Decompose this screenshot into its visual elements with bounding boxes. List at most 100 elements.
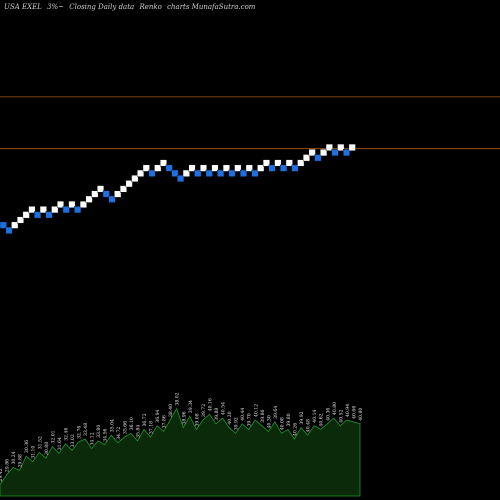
renko-brick	[79, 200, 87, 208]
renko-brick	[297, 159, 305, 167]
volume-label: 32.46	[63, 428, 69, 441]
renko-brick	[62, 206, 70, 214]
volume-label: 39.80	[286, 413, 292, 426]
volume-label: 40.66	[351, 406, 357, 419]
volume-label: 40.80	[358, 408, 364, 421]
volume-label: 35.66	[122, 421, 128, 434]
renko-brick	[251, 169, 259, 177]
renko-brick	[22, 211, 30, 219]
volume-label: 31.52	[37, 436, 43, 449]
volume-label: 36.94	[155, 409, 161, 422]
renko-brick	[16, 216, 24, 224]
volume-label: 36.10	[129, 417, 135, 430]
renko-brick	[131, 175, 139, 183]
renko-brick	[0, 221, 7, 229]
mode-label: Closing Daily data	[69, 3, 135, 11]
volume-label: 38.02	[175, 392, 181, 405]
renko-brick	[51, 206, 59, 214]
renko-brick	[102, 190, 110, 198]
renko-brick	[285, 159, 293, 167]
volume-label: 40.08	[279, 417, 285, 430]
volume-label: 39.92	[299, 411, 305, 424]
volume-label: 33.02	[70, 434, 76, 447]
renko-brick	[114, 190, 122, 198]
volume-label: 40.48	[306, 419, 312, 432]
volume-label: 40.36	[325, 408, 331, 421]
renko-brick	[268, 164, 276, 172]
volume-label: 33.48	[83, 423, 89, 436]
renko-brick	[188, 164, 196, 172]
renko-brick	[45, 211, 53, 219]
volume-label: 40.16	[207, 398, 213, 411]
reference-lines	[0, 96, 500, 150]
volume-area-path	[0, 407, 361, 497]
renko-brick	[302, 154, 310, 162]
renko-bricks	[0, 143, 356, 234]
renko-brick	[199, 164, 207, 172]
renko-brick	[245, 164, 253, 172]
renko-brick	[217, 169, 225, 177]
volume-label: 34.72	[116, 427, 122, 440]
renko-brick	[159, 159, 167, 167]
volume-label: 39.70	[247, 413, 253, 426]
renko-brick	[68, 200, 76, 208]
volume-area	[0, 407, 361, 497]
volume-label: 40.54	[221, 402, 227, 415]
volume-label: 36.72	[142, 413, 148, 426]
volume-label: 37.86	[162, 415, 168, 428]
renko-brick	[11, 221, 19, 229]
renko-brick	[280, 164, 288, 172]
volume-label: 40.26	[293, 423, 299, 436]
renko-brick	[97, 185, 105, 193]
renko-brick	[325, 143, 333, 151]
volume-label: 31.64	[57, 437, 63, 450]
volume-label: 39.92	[234, 417, 240, 430]
volume-label: 30.88	[44, 442, 50, 455]
volume-label: 40.12	[253, 404, 259, 417]
renko-brick	[257, 164, 265, 172]
volume-label: 40.52	[338, 409, 344, 422]
renko-brick	[57, 200, 65, 208]
volume-label: 29.42	[0, 468, 4, 481]
volume-label: 31.10	[31, 446, 37, 459]
renko-brick	[91, 190, 99, 198]
volume-label: 40.80	[332, 402, 338, 415]
volume-label: 40.44	[240, 408, 246, 421]
renko-brick	[34, 211, 42, 219]
renko-brick	[205, 169, 213, 177]
renko-brick	[171, 169, 179, 177]
renko-brick	[337, 143, 345, 151]
renko-brick	[165, 164, 173, 172]
renko-brick	[108, 195, 116, 203]
volume-label: 30.36	[24, 440, 30, 453]
renko-brick	[85, 195, 93, 203]
renko-brick	[228, 169, 236, 177]
renko-brick	[194, 169, 202, 177]
renko-brick	[39, 206, 47, 214]
renko-brick	[142, 164, 150, 172]
volume-label: 39.72	[201, 404, 207, 417]
renko-brick	[177, 175, 185, 183]
renko-brick	[74, 206, 82, 214]
volume-label: 32.01	[50, 430, 56, 443]
renko-brick	[343, 149, 351, 157]
renko-brick	[234, 164, 242, 172]
volume-label: 40.94	[345, 404, 351, 417]
volume-label: 40.30	[266, 415, 272, 428]
renko-brick	[274, 159, 282, 167]
volume-label: 39.34	[188, 400, 194, 413]
source-label: charts MunafaSutra.com	[167, 3, 256, 11]
renko-brick	[137, 169, 145, 177]
volume-label: 33.80	[96, 425, 102, 438]
renko-brick	[348, 143, 356, 151]
renko-brick	[119, 185, 127, 193]
renko-brick	[291, 164, 299, 172]
volume-label: 37.18	[149, 421, 155, 434]
volume-label: 38.96	[181, 411, 187, 424]
change-label: 3%~	[47, 3, 65, 11]
volume-label: 39.88	[214, 408, 220, 421]
volume-label: 35.04	[109, 419, 115, 432]
renko-brick	[331, 149, 339, 157]
renko-brick	[240, 169, 248, 177]
